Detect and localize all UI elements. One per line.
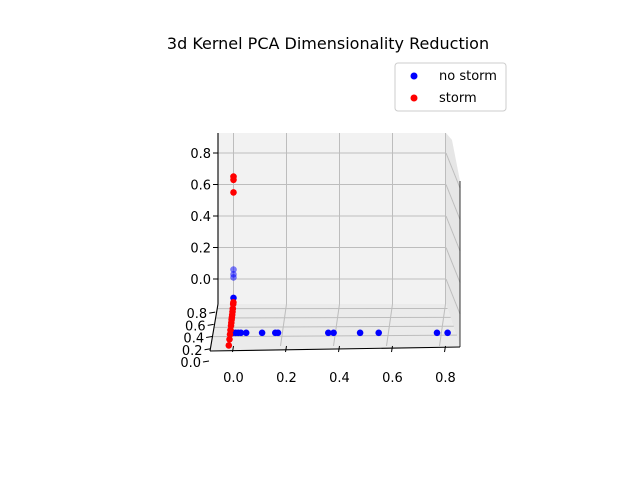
x-tick-mark [232,345,234,353]
z-tick-label: 0.8 [190,147,211,162]
x-tick-mark [338,345,340,353]
legend-label-no-storm: no storm [439,69,497,84]
grid-line-z-side [445,247,461,283]
chart-title: 3d Kernel PCA Dimensionality Reduction [167,34,489,53]
y-tick-mark [209,311,216,314]
axes-lines [209,133,461,352]
scatter-point-no-storm [230,274,237,281]
y-tick-label: 0.8 [187,307,208,322]
x-tick-mark [391,345,393,353]
grid-line-x-floor [333,303,340,347]
x-axis-line [209,346,461,352]
z-tick-label: 0.0 [190,273,211,288]
scatter-points [225,173,451,349]
y-tick-label: 0.0 [180,356,201,371]
scatter-point-no-storm [356,329,364,337]
x-tick-label: 0.6 [382,371,403,386]
grid-line-y-floor [215,316,451,319]
legend: no storm storm [394,62,507,112]
grid-line-x-floor [439,303,446,347]
x-tick-label: 0.2 [276,371,297,386]
scatter-point-storm [225,342,233,349]
y-tick-mark [204,348,211,351]
scatter-point-storm [230,176,237,184]
grid-line-x-floor [386,303,393,347]
legend-label-storm: storm [439,91,477,106]
scatter-point-storm [226,336,233,343]
x-tick-label: 0.0 [223,371,244,386]
scatter-point-no-storm [258,329,266,337]
x-tick-mark [444,345,446,353]
y-axis-line [209,303,219,352]
grid-line-z-side [445,215,461,252]
x-tick-label: 0.8 [435,371,456,386]
z-tick-label: 0.4 [190,210,211,225]
grid-line-z-side [445,184,461,220]
scatter-point-no-storm [375,329,383,337]
side-pane [446,133,460,347]
scatter-point-no-storm [237,329,245,337]
axes-panes [210,133,460,351]
x-tick-mark [285,345,287,353]
scatter-point-no-storm [433,329,441,337]
y-tick-mark [207,323,214,326]
axes-grid [211,133,461,347]
scatter-point-no-storm [230,266,237,273]
scatter-point-no-storm [274,329,282,337]
floor-pane [210,304,460,351]
scatter-point-no-storm [325,329,332,337]
back-pane [218,133,446,304]
z-tick-label: 0.6 [190,179,211,194]
x-tick-label: 0.4 [329,371,350,386]
scatter-point-no-storm [330,329,337,337]
y-tick-label: 0.4 [183,332,204,347]
y-tick-label: 0.6 [185,319,206,334]
legend-marker-storm [410,94,418,102]
axes-ticks: 0.0 0.2 0.4 0.6 0.80.00.20.40.60.80.00.20.40… [180,147,456,386]
legend-box [394,62,507,112]
grid-line-z-side [445,152,461,189]
grid-line-z-side [445,278,461,315]
legend-marker-no-storm [410,72,418,80]
y-tick-mark [202,360,210,363]
scatter-point-no-storm [242,329,250,337]
y-tick-mark [206,336,213,339]
scatter-point-storm [226,331,234,338]
grid-line-y-floor [213,325,454,328]
z-tick-label: 0.2 [190,242,211,257]
scatter-point-no-storm [444,329,451,337]
grid-line-x-floor [280,303,287,347]
y-tick-label: 0.2 [182,344,203,359]
scatter-point-storm [230,189,237,196]
